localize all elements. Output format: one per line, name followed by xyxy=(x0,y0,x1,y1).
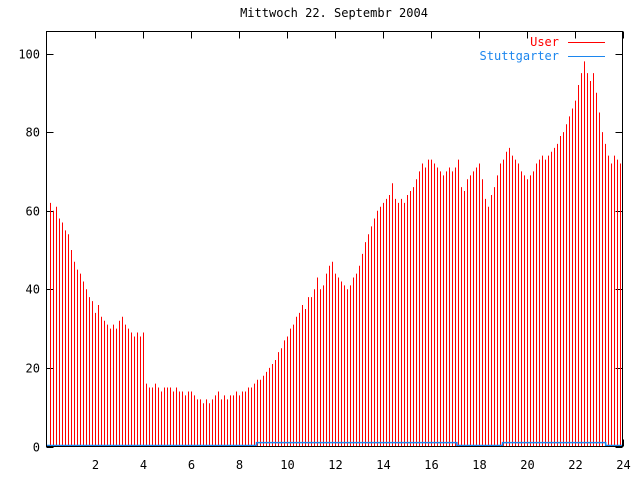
svg-text:40: 40 xyxy=(26,283,40,297)
svg-text:0: 0 xyxy=(33,441,40,455)
legend-line-sample-stuttgarter xyxy=(568,55,605,57)
stuttgarter-line-series xyxy=(46,441,623,447)
svg-text:8: 8 xyxy=(236,458,243,472)
legend: User Stuttgarter xyxy=(479,35,605,63)
svg-text:100: 100 xyxy=(18,48,40,62)
svg-text:16: 16 xyxy=(424,458,438,472)
legend-label-stuttgarter: Stuttgarter xyxy=(479,49,559,63)
svg-text:20: 20 xyxy=(520,458,534,472)
plot-border xyxy=(46,31,623,447)
svg-text:20: 20 xyxy=(26,362,40,376)
legend-row-stuttgarter: Stuttgarter xyxy=(479,49,605,63)
legend-label-user: User xyxy=(530,35,559,49)
svg-text:14: 14 xyxy=(376,458,390,472)
svg-text:4: 4 xyxy=(140,458,147,472)
svg-text:24: 24 xyxy=(616,458,630,472)
svg-text:2: 2 xyxy=(92,458,99,472)
legend-row-user: User xyxy=(480,35,605,49)
svg-text:6: 6 xyxy=(188,458,195,472)
legend-line-sample-user xyxy=(568,41,605,43)
svg-text:80: 80 xyxy=(26,126,40,140)
svg-text:10: 10 xyxy=(280,458,294,472)
user-bars-series xyxy=(50,61,621,446)
chart-title: Mittwoch 22. Septembr 2004 xyxy=(240,6,428,20)
svg-text:60: 60 xyxy=(26,205,40,219)
svg-text:18: 18 xyxy=(472,458,486,472)
svg-text:12: 12 xyxy=(328,458,342,472)
svg-text:22: 22 xyxy=(568,458,582,472)
